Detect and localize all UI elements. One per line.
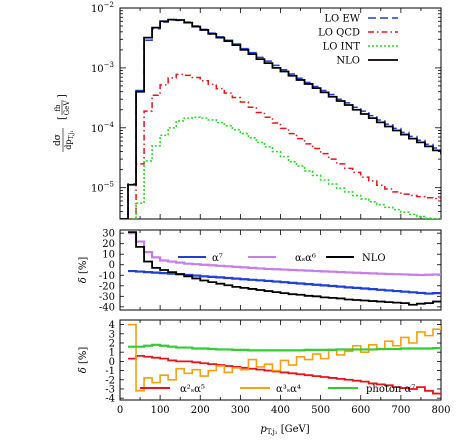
legend-label: NLO <box>362 253 386 264</box>
y-tick-label: -40 <box>99 302 115 313</box>
ratio1-ylabel: δ [%] <box>78 257 89 284</box>
series-main-nlo <box>120 18 441 219</box>
y-tick-label: 2 <box>109 338 115 349</box>
ratio1-legend: α⁷ αₛα⁶ NLO <box>178 253 386 264</box>
y-tick-label: 4 <box>109 320 115 331</box>
y-tick-label: -2 <box>105 375 115 386</box>
ratio2-series <box>128 323 441 395</box>
main-series <box>120 18 441 219</box>
x-tick-label: 200 <box>191 405 210 416</box>
x-axis-title: pT,j₁ [GeV] <box>260 424 309 436</box>
legend-label: α²ₛα⁵ <box>180 384 205 395</box>
series-ratio2-photon <box>128 343 441 352</box>
series-ratio1-nlo <box>128 231 441 306</box>
main-plot-frame <box>119 7 442 220</box>
main-ylabel: dσ dpT,j₁ [ fb GeV ] <box>53 94 75 152</box>
y-tick-label: 10−3 <box>91 61 114 75</box>
legend-label: LO INT <box>323 42 361 53</box>
y-tick-label: 10−2 <box>91 1 114 15</box>
y-tick-label: 10−4 <box>91 121 115 135</box>
legend-label: NLO <box>336 56 360 67</box>
x-tick-label: 0 <box>117 405 123 416</box>
y-tick-label: 0 <box>109 357 115 368</box>
x-tick-label: 400 <box>271 405 290 416</box>
legend-label: LO EW <box>324 14 360 25</box>
legend-label: α³ₛα⁴ <box>276 384 301 395</box>
main-legend: LO EW LO QCD LO INT NLO <box>318 14 398 67</box>
legend-label: αₛα⁶ <box>295 253 316 264</box>
x-tick-label: 300 <box>231 405 250 416</box>
series-main-lo-int <box>128 116 441 219</box>
y-tick-label: 3 <box>109 329 115 340</box>
legend-label: photon α⁷ <box>366 384 415 395</box>
y-tick-label: -4 <box>105 394 115 405</box>
y-tick-label: -10 <box>99 271 115 282</box>
svg-text:fb: fb <box>54 104 62 112</box>
svg-text:dσ: dσ <box>53 134 63 146</box>
ratio2-legend: α²ₛα⁵ α³ₛα⁴ photon α⁷ <box>140 384 415 395</box>
y-tick-label: 0 <box>109 260 115 271</box>
y-tick-label: 10−5 <box>91 181 114 195</box>
series-main-lo-qcd <box>128 73 441 219</box>
y-tick-label: -1 <box>105 366 115 377</box>
main-ticks: 10−5 10−4 10−3 10−2 <box>91 1 442 220</box>
series-ratio2-s <box>128 354 441 395</box>
series-main-lo-ew <box>120 19 441 219</box>
x-tick-label: 600 <box>351 405 370 416</box>
y-tick-label: -20 <box>99 281 115 292</box>
main-panel: 10−5 10−4 10−3 10−2 LO EW LO QCD LO INT NLO dσ… <box>53 1 442 220</box>
legend-label: α⁷ <box>212 253 223 264</box>
y-tick-label: 10 <box>102 250 115 261</box>
y-tick-label: 1 <box>109 348 115 359</box>
svg-text:[: [ <box>57 116 68 120</box>
x-tick-label: 800 <box>431 405 450 416</box>
x-tick-label: 700 <box>391 405 410 416</box>
y-tick-label: 30 <box>102 229 115 240</box>
y-tick-label: -3 <box>105 384 115 395</box>
legend-label: LO QCD <box>318 28 360 39</box>
x-tick-label: 100 <box>151 405 170 416</box>
y-tick-label: -30 <box>99 292 115 303</box>
series-ratio2-s <box>128 323 441 392</box>
svg-text:GeV: GeV <box>63 100 71 116</box>
ratio2-ylabel: δ [%] <box>78 347 89 374</box>
series-ratio1-s <box>128 232 441 277</box>
y-tick-label: 20 <box>102 239 115 250</box>
svg-text:]: ] <box>57 94 68 98</box>
svg-text:dpT,j₁: dpT,j₁ <box>64 130 75 150</box>
ratio1-series <box>128 231 441 306</box>
x-tick-label: 500 <box>311 405 330 416</box>
